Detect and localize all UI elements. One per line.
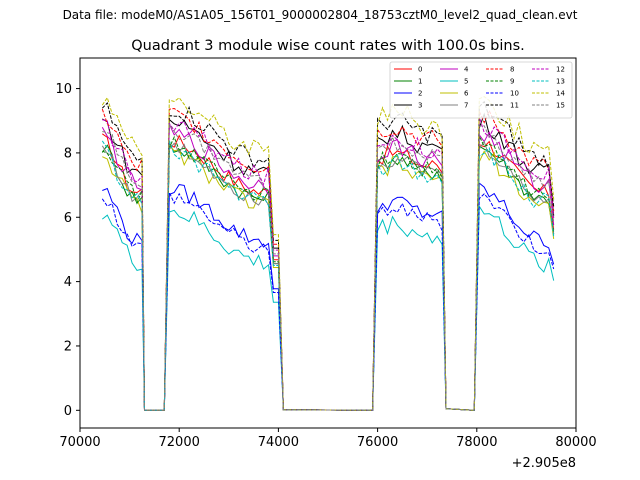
legend-label-2: 2	[418, 90, 422, 98]
y-tick-label: 4	[64, 275, 72, 290]
series-line-12	[102, 116, 555, 411]
legend-label-5: 5	[464, 78, 468, 86]
legend-box	[389, 61, 573, 119]
legend-label-6: 6	[464, 90, 469, 98]
series-line-5	[101, 204, 555, 411]
y-tick-label: 6	[64, 211, 72, 226]
series-line-13	[101, 140, 555, 411]
series-line-3	[102, 112, 555, 411]
legend-label-9: 9	[510, 78, 514, 86]
x-offset-label: +2.905e8	[512, 456, 576, 471]
legend-label-15: 15	[556, 102, 565, 110]
legend-label-8: 8	[510, 66, 514, 74]
legend-label-1: 1	[418, 78, 422, 86]
y-tick-label: 10	[55, 82, 72, 97]
y-tick-label: 8	[64, 146, 72, 161]
axes-ticks: 70000 72000 74000 76000 78000 80000 0 2 4 6 8 10	[55, 82, 596, 450]
series-line-9	[102, 135, 555, 411]
legend-label-11: 11	[510, 102, 519, 110]
legend-label-7: 7	[464, 102, 468, 110]
x-tick-label: 74000	[258, 435, 299, 450]
series-line-7	[101, 140, 555, 411]
series-line-4	[101, 123, 555, 411]
series-line-1	[101, 141, 555, 411]
x-tick-label: 76000	[357, 435, 398, 450]
y-tick-label: 0	[64, 404, 72, 419]
legend-label-14: 14	[556, 90, 565, 98]
legend-label-3: 3	[418, 102, 422, 110]
plot-frame	[79, 57, 577, 429]
series-line-6	[102, 144, 555, 411]
x-tick-label: 80000	[555, 435, 596, 450]
legend-label-13: 13	[556, 78, 565, 86]
legend-label-0: 0	[418, 66, 422, 74]
series-line-15	[102, 123, 555, 411]
plot-lines	[101, 96, 555, 411]
legend-label-4: 4	[464, 66, 469, 74]
series-line-2	[102, 182, 555, 411]
y-tick-label: 2	[64, 339, 72, 354]
legend-label-10: 10	[510, 90, 519, 98]
chart-title: Quadrant 3 module wise count rates with …	[131, 38, 525, 54]
data-file-label: Data file: modeM0/AS1A05_156T01_90000028…	[63, 8, 578, 22]
x-tick-label: 78000	[456, 435, 497, 450]
x-tick-label: 70000	[59, 435, 100, 450]
legend-label-12: 12	[556, 66, 565, 74]
series-line-14	[101, 96, 555, 411]
series-line-10	[101, 192, 555, 411]
x-tick-label: 72000	[159, 435, 200, 450]
series-line-0	[102, 133, 555, 411]
